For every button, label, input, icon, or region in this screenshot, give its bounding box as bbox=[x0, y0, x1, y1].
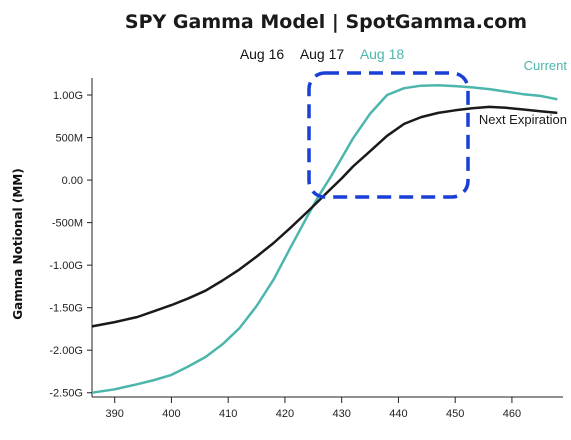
y-tick-label: 0.00 bbox=[62, 175, 83, 187]
date-label: Aug 18 bbox=[360, 46, 405, 62]
x-tick-label: 430 bbox=[333, 408, 351, 420]
y-tick-label: -500M bbox=[52, 218, 83, 230]
series-label-next-expiration: Next Expiration bbox=[479, 112, 567, 127]
date-label: Aug 17 bbox=[300, 46, 345, 62]
date-label: Aug 16 bbox=[240, 46, 285, 62]
x-tick-label: 420 bbox=[276, 408, 294, 420]
series-line-current bbox=[91, 83, 558, 394]
series-lines bbox=[91, 83, 558, 394]
y-tick-label: 1.00G bbox=[53, 90, 83, 102]
axes: 1.00G 500M 0.00 -500M -1.00G -1.50G -2.00G -2.5… bbox=[49, 78, 563, 420]
x-tick-label: 390 bbox=[106, 408, 124, 420]
x-tick-label: 460 bbox=[503, 408, 521, 420]
y-axis-label: Gamma Notional (MM) bbox=[11, 168, 25, 319]
x-tick-label: 410 bbox=[219, 408, 237, 420]
y-tick-label: 500M bbox=[55, 133, 83, 145]
y-tick-label: -2.50G bbox=[49, 388, 83, 400]
y-tick-label: -1.50G bbox=[49, 303, 83, 315]
dashed-highlight-box bbox=[307, 71, 470, 199]
series-line-next-expiration bbox=[91, 105, 558, 328]
series-labels: Current Next Expiration bbox=[479, 58, 568, 127]
expiration-date-labels: Aug 16 Aug 17 Aug 18 bbox=[240, 46, 405, 62]
x-tick-label: 400 bbox=[162, 408, 180, 420]
y-tick-label: -2.00G bbox=[49, 345, 83, 357]
highlight-annotation bbox=[307, 71, 470, 199]
y-tick-label: -1.00G bbox=[49, 260, 83, 272]
series-label-current: Current bbox=[524, 58, 568, 73]
x-tick-label: 450 bbox=[446, 408, 464, 420]
x-tick-label: 440 bbox=[389, 408, 407, 420]
chart-title: SPY Gamma Model | SpotGamma.com bbox=[125, 11, 527, 33]
